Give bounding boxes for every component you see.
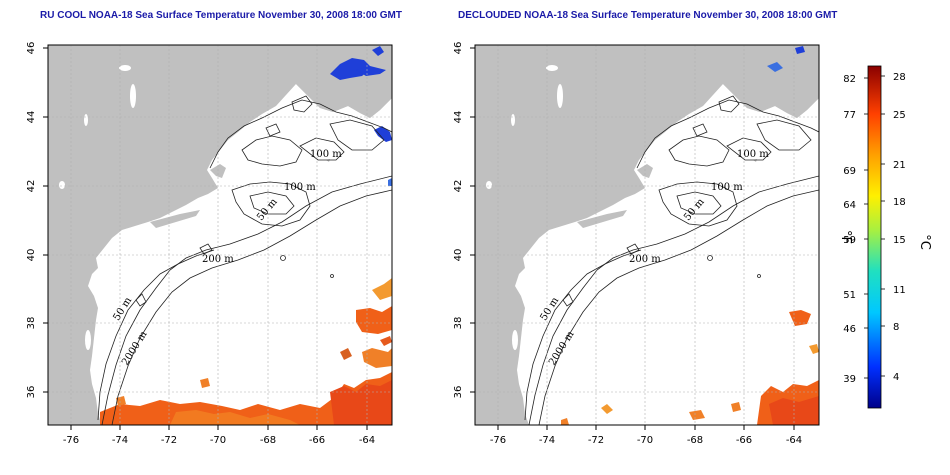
left-x-tick: -72 — [161, 435, 177, 446]
colorbar-ticks — [864, 75, 885, 379]
right-graticule — [475, 45, 819, 425]
left-x-tick: -64 — [359, 435, 375, 446]
right-x-tick: -74 — [539, 435, 555, 446]
right-y-tick: 38 — [453, 317, 464, 330]
right-y-tick: 46 — [453, 42, 464, 55]
left-x-tick: -76 — [63, 435, 79, 446]
right-y-tick: 36 — [453, 386, 464, 399]
colorbar-unit-c: °C — [917, 234, 932, 250]
left-x-tick: -68 — [260, 435, 276, 446]
left-graticule — [48, 45, 392, 425]
right-cold-patches — [767, 46, 805, 72]
right-x-tick: -64 — [786, 435, 802, 446]
left-x-tick: -66 — [309, 435, 325, 446]
colorbar-c-tick: 4 — [893, 372, 899, 383]
right-x-tick: -68 — [687, 435, 703, 446]
colorbar-c-tick: 28 — [893, 72, 906, 83]
right-x-tick: -66 — [736, 435, 752, 446]
colorbar-f-tick: 39 — [843, 374, 856, 385]
left-y-tick: 38 — [26, 317, 37, 330]
colorbar-c-tick: 8 — [893, 322, 899, 333]
right-frame — [474, 44, 820, 426]
left-depth-label: 100 m — [284, 182, 316, 193]
right-y-tick: 42 — [453, 180, 464, 193]
left-frame — [47, 44, 393, 426]
left-sst-patches — [100, 278, 392, 425]
colorbar-unit-f: °F — [838, 230, 853, 244]
colorbar-gradient — [867, 65, 882, 409]
left-panel-title: RU COOL NOAA-18 Sea Surface Temperature … — [40, 10, 402, 21]
temperature-colorbar: 82 77 69 64 59 51 46 39 28 25 21 18 15 1… — [838, 65, 932, 409]
colorbar-c-tick: 11 — [893, 285, 906, 296]
colorbar-f-tick: 51 — [843, 290, 856, 301]
colorbar-f-tick: 77 — [843, 110, 856, 121]
left-cold-patches — [330, 46, 392, 186]
left-y-tick: 46 — [26, 42, 37, 55]
left-y-tick: 42 — [26, 180, 37, 193]
colorbar-c-tick: 18 — [893, 197, 906, 208]
right-depth-label: 200 m — [629, 254, 661, 265]
left-map-panel: 100 m 100 m 50 m 200 m 50 m 2000 m -76 -… — [26, 42, 393, 446]
left-x-tick: -74 — [112, 435, 128, 446]
colorbar-f-tick: 59 — [843, 235, 856, 246]
right-depth-label: 100 m — [737, 149, 769, 160]
right-panel-title: DECLOUDED NOAA-18 Sea Surface Temperatur… — [458, 10, 838, 21]
right-y-tick: 40 — [453, 249, 464, 262]
right-map-panel: 100 m 100 m 50 m 200 m 50 m 2000 m -76 -… — [453, 42, 820, 446]
right-y-tick: 44 — [453, 111, 464, 124]
colorbar-f-tick: 64 — [843, 200, 856, 211]
colorbar-c-tick: 15 — [893, 235, 906, 246]
right-x-tick: -70 — [637, 435, 653, 446]
left-depth-label: 200 m — [202, 254, 234, 265]
right-ticks — [470, 47, 795, 430]
colorbar-f-tick: 69 — [843, 166, 856, 177]
right-x-tick: -76 — [490, 435, 506, 446]
left-ticks — [43, 47, 368, 430]
left-depth-label: 100 m — [310, 149, 342, 160]
colorbar-f-tick: 46 — [843, 324, 856, 335]
left-x-tick: -70 — [210, 435, 226, 446]
left-y-tick: 40 — [26, 249, 37, 262]
right-depth-label: 100 m — [711, 182, 743, 193]
colorbar-c-tick: 21 — [893, 160, 906, 171]
colorbar-f-tick: 82 — [843, 74, 856, 85]
left-y-tick: 36 — [26, 386, 37, 399]
right-x-tick: -72 — [588, 435, 604, 446]
left-y-tick: 44 — [26, 111, 37, 124]
colorbar-c-tick: 25 — [893, 110, 906, 121]
